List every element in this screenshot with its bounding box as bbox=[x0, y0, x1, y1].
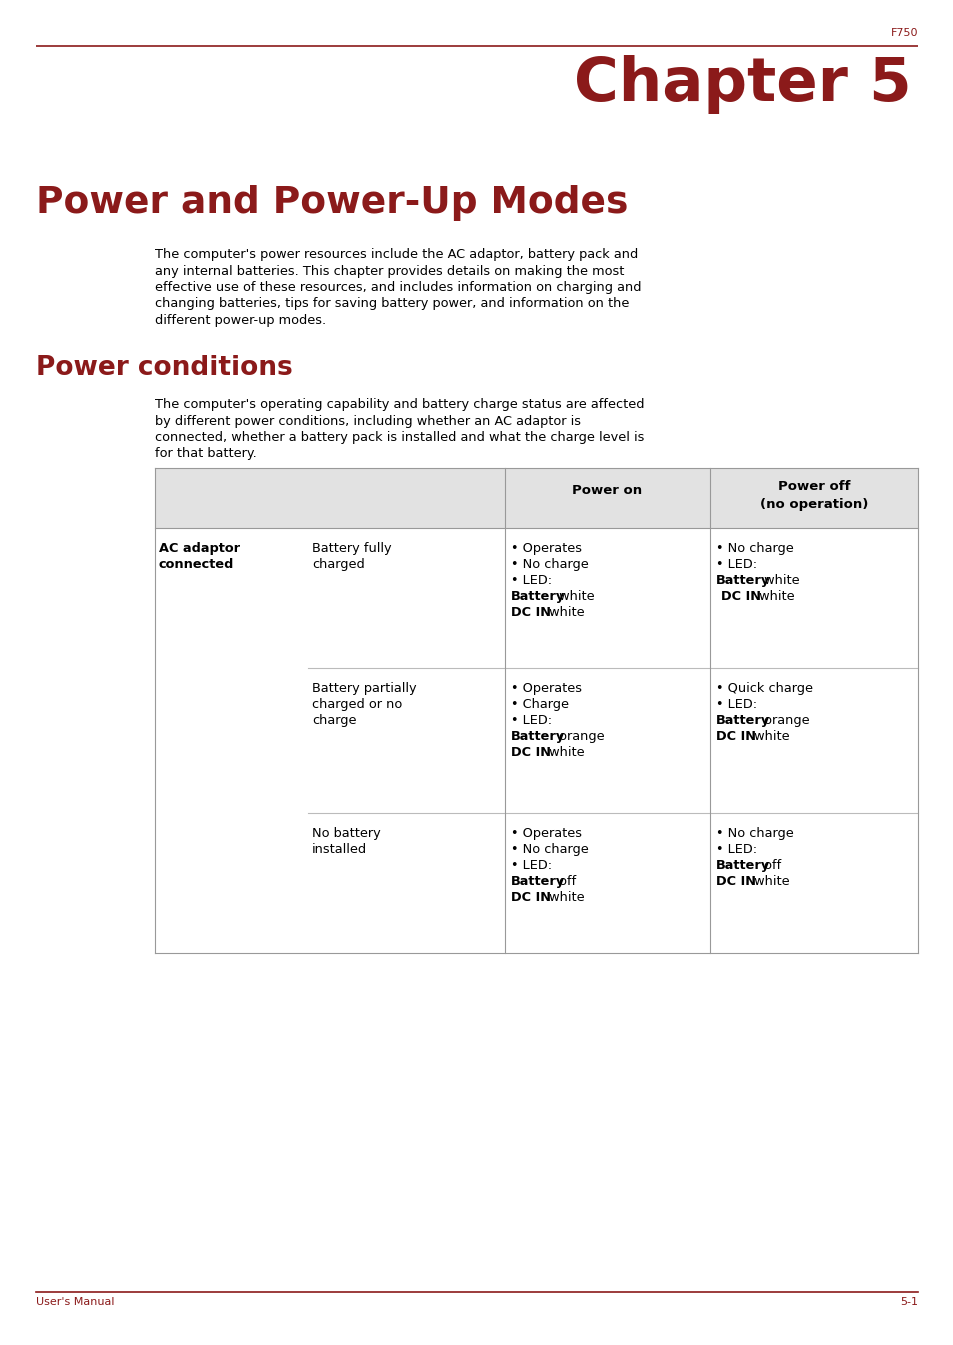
Text: DC IN: DC IN bbox=[716, 730, 755, 742]
Text: User's Manual: User's Manual bbox=[36, 1297, 114, 1307]
Text: DC IN: DC IN bbox=[511, 746, 551, 759]
Text: Battery: Battery bbox=[716, 574, 769, 586]
Text: Power on: Power on bbox=[572, 484, 642, 498]
Text: • No charge: • No charge bbox=[716, 827, 793, 841]
Text: DC IN: DC IN bbox=[716, 876, 755, 888]
Text: • Operates: • Operates bbox=[511, 682, 581, 695]
Text: Battery fully: Battery fully bbox=[312, 542, 392, 555]
Text: • No charge: • No charge bbox=[511, 558, 588, 572]
Text: Power off: Power off bbox=[777, 480, 849, 494]
Text: any internal batteries. This chapter provides details on making the most: any internal batteries. This chapter pro… bbox=[154, 265, 623, 277]
Text: off: off bbox=[555, 876, 576, 888]
Text: white: white bbox=[555, 590, 594, 603]
Text: white: white bbox=[749, 876, 789, 888]
Text: connected: connected bbox=[159, 558, 234, 572]
Text: • No charge: • No charge bbox=[511, 843, 588, 855]
Text: DC IN: DC IN bbox=[511, 607, 551, 619]
Text: (no operation): (no operation) bbox=[759, 498, 867, 511]
Text: Battery: Battery bbox=[511, 730, 565, 742]
Text: • LED:: • LED: bbox=[716, 698, 757, 712]
Text: Battery: Battery bbox=[716, 714, 769, 728]
Text: charged or no: charged or no bbox=[312, 698, 402, 712]
Text: Battery: Battery bbox=[511, 876, 565, 888]
Text: Power conditions: Power conditions bbox=[36, 355, 293, 381]
Bar bbox=[154, 468, 917, 529]
Text: • LED:: • LED: bbox=[511, 714, 552, 728]
Text: white: white bbox=[754, 590, 794, 603]
Text: white: white bbox=[544, 890, 584, 904]
Text: connected, whether a battery pack is installed and what the charge level is: connected, whether a battery pack is ins… bbox=[154, 430, 643, 444]
Text: Power and Power-Up Modes: Power and Power-Up Modes bbox=[36, 186, 628, 221]
Text: Battery partially: Battery partially bbox=[312, 682, 416, 695]
Text: No battery: No battery bbox=[312, 827, 380, 841]
Text: The computer's operating capability and battery charge status are affected: The computer's operating capability and … bbox=[154, 398, 644, 412]
Text: DC IN: DC IN bbox=[511, 890, 551, 904]
Text: Battery: Battery bbox=[716, 859, 769, 872]
Text: • Operates: • Operates bbox=[511, 827, 581, 841]
Text: white: white bbox=[760, 574, 799, 586]
Text: Battery: Battery bbox=[511, 590, 565, 603]
Text: • No charge: • No charge bbox=[716, 542, 793, 555]
Text: charged: charged bbox=[312, 558, 364, 572]
Text: • Operates: • Operates bbox=[511, 542, 581, 555]
Text: DC IN: DC IN bbox=[720, 590, 760, 603]
Text: • LED:: • LED: bbox=[716, 843, 757, 855]
Text: white: white bbox=[749, 730, 789, 742]
Text: • Charge: • Charge bbox=[511, 698, 568, 712]
Text: different power-up modes.: different power-up modes. bbox=[154, 313, 326, 327]
Text: orange: orange bbox=[760, 714, 809, 728]
Text: white: white bbox=[544, 607, 584, 619]
Text: changing batteries, tips for saving battery power, and information on the: changing batteries, tips for saving batt… bbox=[154, 297, 629, 311]
Text: • LED:: • LED: bbox=[716, 558, 757, 572]
Text: charge: charge bbox=[312, 714, 356, 728]
Text: effective use of these resources, and includes information on charging and: effective use of these resources, and in… bbox=[154, 281, 640, 295]
Text: 5-1: 5-1 bbox=[899, 1297, 917, 1307]
Text: • LED:: • LED: bbox=[511, 574, 552, 586]
Text: The computer's power resources include the AC adaptor, battery pack and: The computer's power resources include t… bbox=[154, 247, 638, 261]
Text: AC adaptor: AC adaptor bbox=[159, 542, 240, 555]
Text: Chapter 5: Chapter 5 bbox=[574, 55, 911, 114]
Text: F750: F750 bbox=[889, 28, 917, 38]
Text: • Quick charge: • Quick charge bbox=[716, 682, 812, 695]
Text: white: white bbox=[544, 746, 584, 759]
Text: for that battery.: for that battery. bbox=[154, 448, 256, 460]
Text: orange: orange bbox=[555, 730, 604, 742]
Text: installed: installed bbox=[312, 843, 367, 855]
Text: off: off bbox=[760, 859, 781, 872]
Text: by different power conditions, including whether an AC adaptor is: by different power conditions, including… bbox=[154, 414, 580, 428]
Text: • LED:: • LED: bbox=[511, 859, 552, 872]
